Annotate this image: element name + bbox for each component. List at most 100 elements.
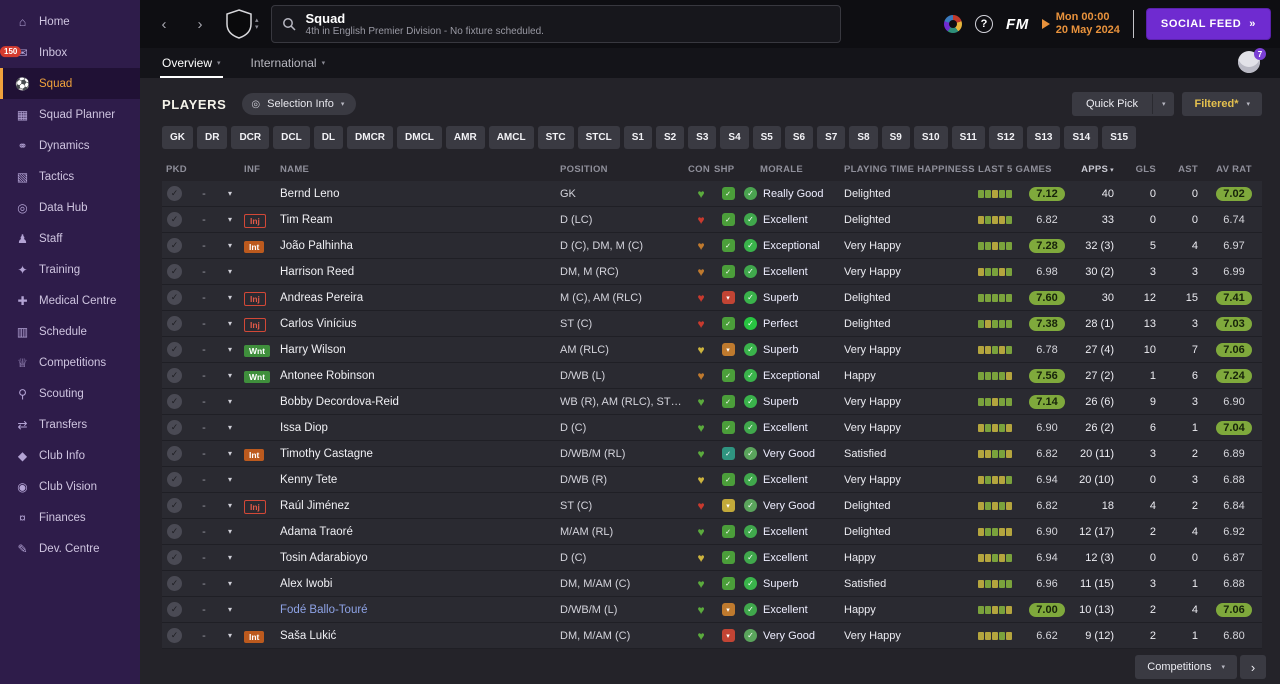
competitions-dropdown[interactable]: Competitions ▾ — [1135, 655, 1237, 679]
header-position[interactable]: POSITION — [560, 164, 608, 175]
player-name[interactable]: Kenny Tete — [280, 473, 338, 486]
player-name[interactable]: Issa Diop — [280, 421, 328, 434]
header-last5[interactable]: LAST 5 GAMES — [978, 164, 1052, 175]
position-filter-dmcr[interactable]: DMCR — [347, 126, 394, 149]
position-filter-s4[interactable]: S4 — [720, 126, 749, 149]
player-name[interactable]: Andreas Pereira — [280, 291, 364, 304]
world-overview-icon[interactable] — [944, 15, 963, 33]
row-dropdown-icon[interactable]: ▾ — [227, 215, 232, 224]
header-goals[interactable]: GLS — [1135, 164, 1156, 175]
position-filter-stc[interactable]: STC — [537, 126, 574, 149]
player-name[interactable]: Antonee Robinson — [280, 369, 375, 382]
picked-check-icon[interactable]: ✓ — [167, 602, 182, 617]
sidebar-item-competitions[interactable]: ♕ Competitions — [0, 347, 140, 378]
row-dropdown-icon[interactable]: ▾ — [227, 371, 232, 380]
player-name[interactable]: Tim Ream — [280, 213, 333, 226]
player-name[interactable]: Alex Iwobi — [280, 577, 333, 590]
player-name[interactable]: Timothy Castagne — [280, 447, 373, 460]
header-sharpness[interactable]: SHP — [714, 164, 735, 175]
sidebar-item-squad-planner[interactable]: ▦ Squad Planner — [0, 99, 140, 130]
position-filter-amcl[interactable]: AMCL — [488, 126, 534, 149]
position-filter-s2[interactable]: S2 — [655, 126, 685, 149]
position-filter-s8[interactable]: S8 — [849, 126, 878, 149]
player-row[interactable]: ✓ - ▾ Int João Palhinha D (C), DM, M (C)… — [162, 233, 1262, 259]
help-icon[interactable]: ? — [975, 15, 994, 33]
player-row[interactable]: ✓ - ▾ Inj Tim Ream D (LC) ♥ ✓ ✓ Excellen… — [162, 207, 1262, 233]
picked-check-icon[interactable]: ✓ — [167, 186, 182, 201]
tab-overview[interactable]: Overview ▾ — [160, 48, 223, 78]
picked-check-icon[interactable]: ✓ — [167, 524, 182, 539]
picked-check-icon[interactable]: ✓ — [167, 264, 182, 279]
position-filter-s1[interactable]: S1 — [623, 126, 652, 149]
picked-check-icon[interactable]: ✓ — [167, 550, 182, 565]
picked-check-icon[interactable]: ✓ — [167, 290, 182, 305]
position-filter-dr[interactable]: DR — [197, 126, 228, 149]
fm-logo[interactable]: FM — [1006, 15, 1029, 33]
sidebar-item-transfers[interactable]: ⇄ Transfers — [0, 409, 140, 440]
sidebar-item-tactics[interactable]: ▧ Tactics — [0, 161, 140, 192]
player-name[interactable]: Bernd Leno — [280, 187, 340, 200]
player-row[interactable]: ✓ - ▾ Bernd Leno GK ♥ ✓ ✓ Really Good De… — [162, 181, 1262, 207]
row-dropdown-icon[interactable]: ▾ — [227, 449, 232, 458]
row-dropdown-icon[interactable]: ▾ — [227, 189, 232, 198]
manager-avatar[interactable]: 7 — [1238, 48, 1266, 75]
player-row[interactable]: ✓ - ▾ Tosin Adarabioyo D (C) ♥ ✓ ✓ Excel… — [162, 545, 1262, 571]
row-dropdown-icon[interactable]: ▾ — [227, 345, 232, 354]
row-dropdown-icon[interactable]: ▾ — [227, 605, 232, 614]
header-name[interactable]: NAME — [280, 164, 310, 175]
player-row[interactable]: ✓ - ▾ Inj Andreas Pereira M (C), AM (RLC… — [162, 285, 1262, 311]
sidebar-item-training[interactable]: ✦ Training — [0, 254, 140, 285]
sidebar-item-data-hub[interactable]: ◎ Data Hub — [0, 192, 140, 223]
player-name[interactable]: Adama Traoré — [280, 525, 353, 538]
picked-check-icon[interactable]: ✓ — [167, 238, 182, 253]
row-dropdown-icon[interactable]: ▾ — [227, 631, 232, 640]
position-filter-dmcl[interactable]: DMCL — [397, 126, 442, 149]
picked-check-icon[interactable]: ✓ — [167, 446, 182, 461]
picked-check-icon[interactable]: ✓ — [167, 628, 182, 643]
position-filter-dl[interactable]: DL — [313, 126, 344, 149]
row-dropdown-icon[interactable]: ▾ — [227, 527, 232, 536]
header-pkd[interactable]: PKD — [166, 164, 187, 175]
player-name[interactable]: Carlos Vinícius — [280, 317, 357, 330]
header-avg-rating[interactable]: AV RAT — [1216, 164, 1252, 175]
sidebar-item-club-vision[interactable]: ◉ Club Vision — [0, 471, 140, 502]
player-name[interactable]: Fodé Ballo-Touré — [280, 603, 368, 616]
sidebar-item-squad[interactable]: ⚽ Squad — [0, 68, 140, 99]
picked-check-icon[interactable]: ✓ — [167, 576, 182, 591]
next-panel-button[interactable]: › — [1240, 655, 1266, 679]
row-dropdown-icon[interactable]: ▾ — [227, 319, 232, 328]
header-assists[interactable]: AST — [1178, 164, 1198, 175]
row-dropdown-icon[interactable]: ▾ — [227, 267, 232, 276]
position-filter-s7[interactable]: S7 — [817, 126, 846, 149]
position-filter-s11[interactable]: S11 — [951, 126, 985, 149]
player-row[interactable]: ✓ - ▾ Inj Carlos Vinícius ST (C) ♥ ✓ ✓ P… — [162, 311, 1262, 337]
position-filter-s13[interactable]: S13 — [1026, 126, 1061, 149]
social-feed-button[interactable]: SOCIAL FEED » — [1146, 9, 1270, 39]
row-dropdown-icon[interactable]: ▾ — [227, 553, 232, 562]
player-row[interactable]: ✓ - ▾ Int Saša Lukić DM, M/AM (C) ♥ ▾ ✓ … — [162, 623, 1262, 649]
position-filter-stcl[interactable]: STCL — [577, 126, 620, 149]
row-dropdown-icon[interactable]: ▾ — [227, 293, 232, 302]
position-filter-s5[interactable]: S5 — [752, 126, 781, 149]
player-name[interactable]: Saša Lukić — [280, 629, 337, 642]
player-row[interactable]: ✓ - ▾ Kenny Tete D/WB (R) ♥ ✓ ✓ Excellen… — [162, 467, 1262, 493]
player-name[interactable]: Tosin Adarabioyo — [280, 551, 368, 564]
sidebar-item-dynamics[interactable]: ⚭ Dynamics — [0, 130, 140, 161]
picked-check-icon[interactable]: ✓ — [167, 472, 182, 487]
player-row[interactable]: ✓ - ▾ Inj Raúl Jiménez ST (C) ♥ ▾ ✓ Very… — [162, 493, 1262, 519]
row-dropdown-icon[interactable]: ▾ — [227, 423, 232, 432]
player-name[interactable]: Harrison Reed — [280, 265, 355, 278]
player-row[interactable]: ✓ - ▾ Adama Traoré M/AM (RL) ♥ ✓ ✓ Excel… — [162, 519, 1262, 545]
position-filter-amr[interactable]: AMR — [445, 126, 485, 149]
position-filter-s15[interactable]: S15 — [1102, 126, 1137, 149]
position-filter-s14[interactable]: S14 — [1064, 126, 1099, 149]
tab-international[interactable]: International ▾ — [249, 48, 328, 78]
quick-pick-dropdown[interactable]: ▾ — [1151, 94, 1175, 114]
sidebar-item-dev-centre[interactable]: ✎ Dev. Centre — [0, 533, 140, 564]
row-dropdown-icon[interactable]: ▾ — [227, 241, 232, 250]
row-dropdown-icon[interactable]: ▾ — [227, 501, 232, 510]
picked-check-icon[interactable]: ✓ — [167, 368, 182, 383]
position-filter-s6[interactable]: S6 — [784, 126, 814, 149]
selection-info-dropdown[interactable]: ◎ Selection Info ▾ — [242, 93, 357, 115]
header-inf[interactable]: INF — [244, 164, 261, 175]
